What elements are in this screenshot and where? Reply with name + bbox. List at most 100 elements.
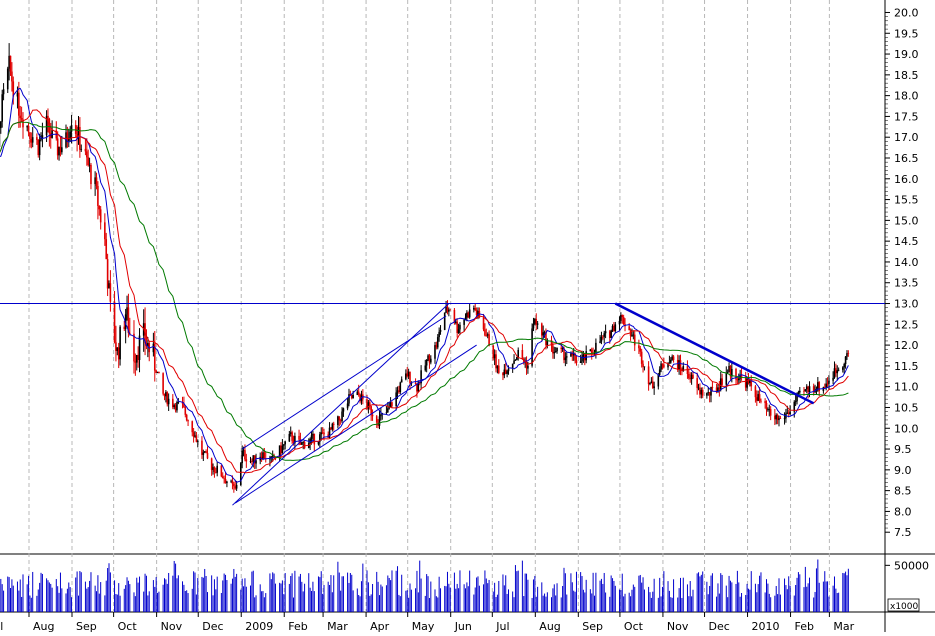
candle-body (486, 336, 488, 337)
candle-body (197, 441, 199, 442)
candle-body (153, 344, 155, 353)
candle-body (323, 433, 325, 435)
candle-body (445, 307, 447, 313)
candle-body (302, 442, 304, 443)
candle-body (603, 333, 605, 337)
candle-body (710, 387, 712, 396)
candle-body (282, 446, 284, 454)
candle-body (818, 382, 820, 391)
candle-body (798, 392, 800, 393)
candle-body (440, 330, 442, 332)
candle-body (634, 335, 636, 346)
candle-body (817, 382, 819, 389)
candle-body (653, 386, 655, 387)
month-label: Jul (0, 620, 3, 632)
candle-body (487, 334, 489, 335)
candle-body (542, 332, 544, 335)
month-label: Aug (539, 620, 560, 632)
candle-body (835, 368, 837, 373)
candle-body (234, 486, 236, 488)
candle-body (799, 391, 801, 392)
candle-body (250, 461, 252, 462)
price-tick-label: 13.5 (894, 277, 919, 290)
candle-body (36, 137, 38, 140)
candle-body (721, 378, 723, 384)
candle-body (347, 403, 349, 408)
candle-body (426, 360, 428, 366)
month-label: Nov (161, 620, 183, 632)
candle-body (320, 432, 322, 434)
candle-body (424, 366, 426, 371)
candle-body (173, 405, 175, 407)
candle-body (280, 445, 282, 453)
candle-body (351, 395, 353, 398)
candle-body (225, 479, 227, 483)
candle-body (26, 126, 28, 127)
candle-body (193, 432, 195, 437)
candle-body (311, 435, 313, 438)
candle-body (391, 402, 393, 406)
candle-body (380, 414, 382, 416)
candle-body (19, 116, 21, 118)
candle-body (680, 360, 682, 369)
candle-body (760, 401, 762, 402)
candle-body (262, 452, 264, 458)
candle-body (757, 394, 759, 401)
candle-body (165, 392, 167, 396)
candle-body (246, 459, 248, 461)
candle-body (230, 481, 232, 482)
price-tick-label: 16.0 (894, 173, 919, 186)
candle-body (466, 313, 468, 318)
candle-body (832, 378, 834, 381)
candle-body (123, 327, 125, 329)
price-tick-label: 11.0 (894, 381, 919, 394)
candle-body (513, 361, 515, 364)
candle-body (137, 355, 139, 360)
candle-body (572, 353, 574, 355)
price-panel (0, 0, 885, 553)
price-tick-label: 11.5 (894, 360, 919, 373)
candle-body (107, 259, 109, 288)
candle-body (395, 392, 397, 406)
candle-body (780, 418, 782, 419)
candle-body (642, 364, 644, 367)
candle-body (745, 377, 747, 387)
month-label: Oct (624, 620, 644, 632)
candle-body (544, 332, 546, 333)
candle-body (291, 432, 293, 441)
candle-body (175, 405, 177, 410)
month-label: Aug (33, 620, 54, 632)
price-tick-label: 9.0 (894, 464, 912, 477)
candle-body (719, 387, 721, 389)
candle-body (67, 132, 69, 140)
candle-body (434, 345, 436, 359)
candle-body (789, 412, 791, 414)
candle-body (372, 415, 374, 417)
candle-body (767, 409, 769, 410)
candle-body (429, 355, 431, 362)
candle-body (301, 442, 303, 444)
candle-body (289, 434, 291, 442)
candle-body (599, 341, 601, 342)
candle-body (612, 326, 614, 331)
candle-body (401, 379, 403, 382)
candle-body (555, 351, 557, 352)
candle-body (755, 386, 757, 397)
candle-body (463, 320, 465, 325)
candle-body (283, 444, 285, 445)
candle-body (80, 149, 82, 150)
candle-body (94, 177, 96, 184)
candle-body (126, 307, 128, 314)
candle-body (176, 402, 178, 410)
candle-body (284, 441, 286, 444)
candle-body (688, 374, 690, 378)
candle-body (759, 394, 761, 401)
candle-body (166, 392, 168, 404)
candle-body (565, 357, 567, 360)
candle-body (467, 313, 469, 318)
candle-body (848, 353, 850, 354)
candle-body (768, 409, 770, 410)
candle-body (86, 151, 88, 157)
candle-body (110, 283, 112, 301)
